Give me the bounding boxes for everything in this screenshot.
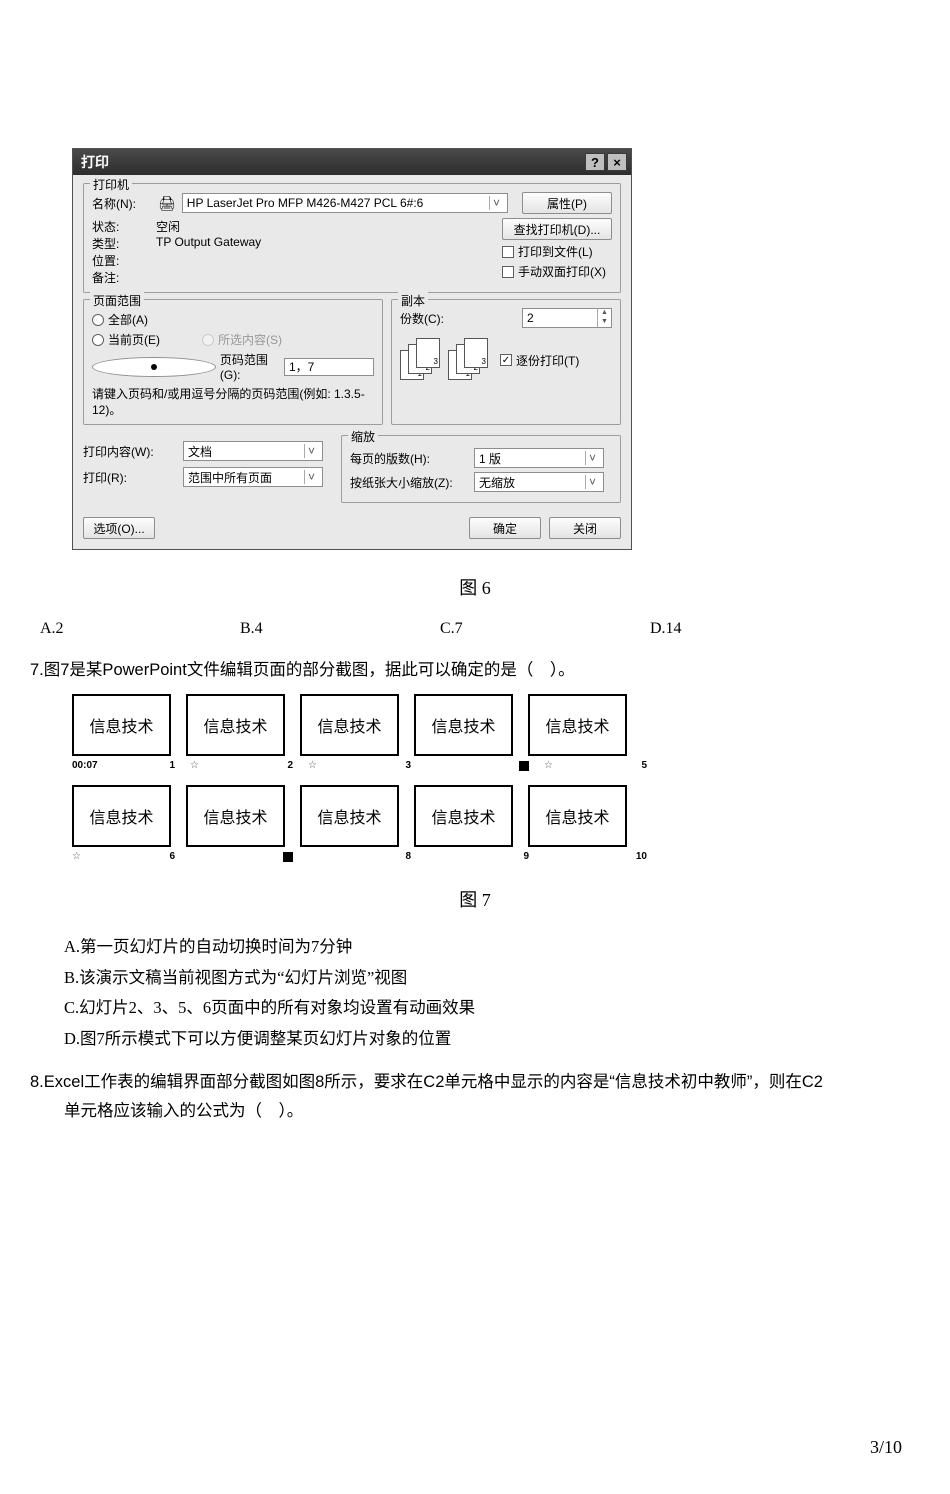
animation-icon: ☆ xyxy=(190,760,199,771)
slide-number: 5 xyxy=(641,760,647,771)
pages-input[interactable]: 1，7 xyxy=(284,358,374,376)
manual-duplex-checkbox[interactable]: 手动双面打印(X) xyxy=(502,263,606,280)
printer-group-title: 打印机 xyxy=(90,176,132,193)
chevron-down-icon: ˅ xyxy=(304,470,318,484)
radio-all[interactable]: 全部(A) xyxy=(92,311,374,328)
ok-button[interactable]: 确定 xyxy=(469,517,541,539)
slide-thumbnail[interactable]: 信息技术 xyxy=(528,785,627,847)
slide-thumbnail[interactable]: 信息技术 xyxy=(72,785,171,847)
type-label: 类型: xyxy=(92,235,152,252)
slide-thumbnail[interactable]: 信息技术 xyxy=(186,785,285,847)
slide-number: 1 xyxy=(169,760,175,771)
close-button[interactable]: × xyxy=(607,153,627,171)
option-c: C.7 xyxy=(440,620,650,638)
collate-illustration: 1 2 3 1 2 3 xyxy=(400,338,490,382)
animation-icon: ☆ xyxy=(544,760,553,771)
copies-label: 份数(C): xyxy=(400,310,444,327)
zoom-group: 缩放 每页的版数(H): 1 版˅ 按纸张大小缩放(Z): 无缩放˅ xyxy=(341,435,621,503)
page-range-title: 页面范围 xyxy=(90,292,144,309)
slide-thumbnail[interactable]: 信息技术 xyxy=(186,694,285,756)
option-d: D.14 xyxy=(650,620,682,638)
name-label: 名称(N): xyxy=(92,195,152,212)
pages-per-sheet-label: 每页的版数(H): xyxy=(350,450,460,467)
properties-button[interactable]: 属性(P) xyxy=(522,192,612,214)
q7-option-b: B.该演示文稿当前视图方式为“幻灯片浏览”视图 xyxy=(64,963,920,994)
chevron-down-icon: ˅ xyxy=(489,196,503,210)
dialog-titlebar[interactable]: 打印 ? × xyxy=(73,149,631,175)
pages-hint: 请键入页码和/或用逗号分隔的页码范围(例如: 1.3.5-12)。 xyxy=(92,386,374,418)
slide-number: 8 xyxy=(405,851,411,862)
status-value: 空闲 xyxy=(156,218,180,235)
q7-option-a: A.第一页幻灯片的自动切换时间为7分钟 xyxy=(64,932,920,963)
printer-icon: 🖨 xyxy=(158,195,176,212)
comment-label: 备注: xyxy=(92,269,152,286)
q6-options: A.2 B.4 C.7 D.14 xyxy=(40,620,920,638)
help-button[interactable]: ? xyxy=(585,153,605,171)
copies-spinner[interactable]: 2 ▲▼ xyxy=(522,308,612,328)
location-label: 位置: xyxy=(92,252,152,269)
copies-value: 2 xyxy=(523,311,597,325)
slide-thumbnail[interactable]: 信息技术 xyxy=(300,785,399,847)
animation-icon: ☆ xyxy=(308,760,317,771)
slide-number: 2 xyxy=(287,760,293,771)
chevron-down-icon: ˅ xyxy=(585,451,599,465)
slide-thumbnail[interactable]: 信息技术 xyxy=(72,694,171,756)
radio-current[interactable] xyxy=(92,334,104,346)
find-printer-button[interactable]: 查找打印机(D)... xyxy=(502,218,612,240)
scale-select[interactable]: 无缩放˅ xyxy=(474,472,604,492)
option-a: A.2 xyxy=(40,620,240,638)
printer-name-select[interactable]: HP LaserJet Pro MFP M426-M427 PCL 6#:6 ˅ xyxy=(182,193,508,213)
q7-option-c: C.幻灯片2、3、5、6页面中的所有对象均设置有动画效果 xyxy=(64,993,920,1024)
slide-thumbnail[interactable]: 信息技术 xyxy=(414,694,513,756)
scale-label: 按纸张大小缩放(Z): xyxy=(350,474,460,491)
slide-number: 10 xyxy=(636,851,647,862)
slide-number: 6 xyxy=(169,851,175,862)
question8-line2: 单元格应该输入的公式为（ ）。 xyxy=(30,1097,920,1125)
copies-group: 副本 份数(C): 2 ▲▼ 1 2 3 1 xyxy=(391,299,621,425)
question7-text: 7.图7是某PowerPoint文件编辑页面的部分截图，据此可以确定的是（ ）。 xyxy=(30,656,920,684)
slide-number: 9 xyxy=(523,851,529,862)
q7-option-d: D.图7所示模式下可以方便调整某页幻灯片对象的位置 xyxy=(64,1024,920,1055)
chevron-down-icon: ˅ xyxy=(585,475,599,489)
print-what-select[interactable]: 文档˅ xyxy=(183,441,323,461)
page-number: 3/10 xyxy=(870,1437,902,1458)
question8-line1: 8.Excel工作表的编辑界面部分截图如图8所示，要求在C2单元格中显示的内容是… xyxy=(30,1073,823,1091)
slide-marker-icon xyxy=(283,852,293,862)
pages-per-sheet-select[interactable]: 1 版˅ xyxy=(474,448,604,468)
options-button[interactable]: 选项(O)... xyxy=(83,517,155,539)
slide-thumbnail[interactable]: 信息技术 xyxy=(528,694,627,756)
print-label: 打印(R): xyxy=(83,469,169,486)
zoom-title: 缩放 xyxy=(348,428,378,445)
option-b: B.4 xyxy=(240,620,440,638)
page-range-group: 页面范围 全部(A) 当前页(E) 所选内容(S) 页码范围(G): 1，7 请… xyxy=(83,299,383,425)
chevron-down-icon: ˅ xyxy=(304,444,318,458)
close-dialog-button[interactable]: 关闭 xyxy=(549,517,621,539)
print-select[interactable]: 范围中所有页面˅ xyxy=(183,467,323,487)
radio-selection xyxy=(202,334,214,346)
slide-thumbnail[interactable]: 信息技术 xyxy=(414,785,513,847)
dialog-title: 打印 xyxy=(81,152,109,172)
printer-group: 打印机 名称(N): 🖨 HP LaserJet Pro MFP M426-M4… xyxy=(83,183,621,293)
print-dialog: 打印 ? × 打印机 名称(N): 🖨 HP LaserJet Pro MFP … xyxy=(72,148,632,550)
slide-marker-icon xyxy=(519,761,529,771)
copies-title: 副本 xyxy=(398,292,428,309)
print-what-label: 打印内容(W): xyxy=(83,443,169,460)
print-to-file-checkbox[interactable]: 打印到文件(L) xyxy=(502,243,593,260)
figure7-caption: 图 7 xyxy=(30,886,920,912)
ppt-sorter: 信息技术 信息技术 信息技术 信息技术 信息技术 00:07 1 ☆ 2 ☆ 3 ☆ 5… xyxy=(72,694,652,862)
slide-thumbnail[interactable]: 信息技术 xyxy=(300,694,399,756)
animation-icon: ☆ xyxy=(72,851,81,862)
type-value: TP Output Gateway xyxy=(156,235,261,252)
figure6-caption: 图 6 xyxy=(30,574,920,600)
printer-name-value: HP LaserJet Pro MFP M426-M427 PCL 6#:6 xyxy=(187,196,424,210)
status-label: 状态: xyxy=(92,218,152,235)
slide-timing: 00:07 xyxy=(72,760,98,771)
slide-number: 3 xyxy=(405,760,411,771)
radio-pages[interactable]: 页码范围(G): 1，7 xyxy=(92,351,374,382)
collate-checkbox[interactable]: ✓逐份打印(T) xyxy=(500,352,579,369)
